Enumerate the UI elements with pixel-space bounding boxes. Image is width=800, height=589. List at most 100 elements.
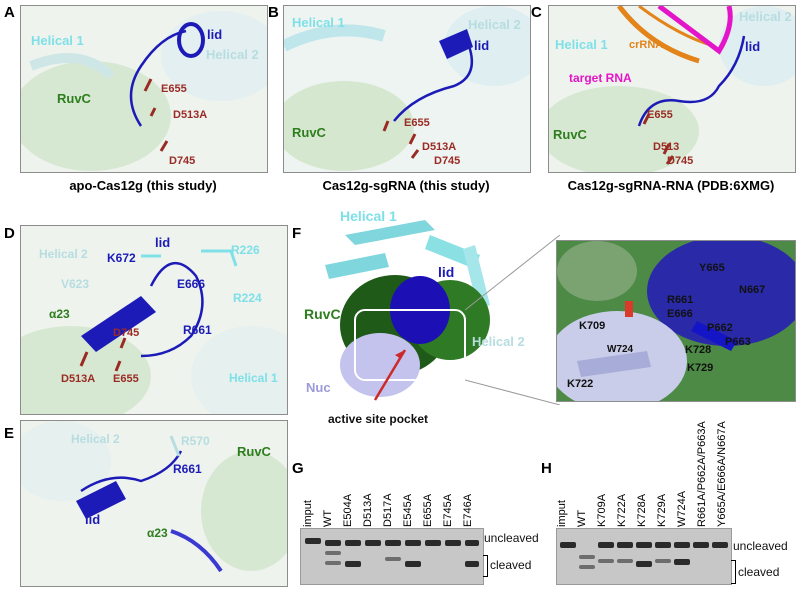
d745-label: D745 — [667, 155, 694, 167]
panel-letter-h: H — [541, 460, 552, 477]
d513a-label: D513A — [61, 373, 96, 385]
gel-band — [617, 559, 633, 563]
helical1-label: Helical 1 — [340, 208, 397, 224]
helical1-label: Helical 1 — [31, 33, 84, 48]
lane-label: E655A — [422, 493, 434, 527]
gel-band — [579, 565, 595, 569]
lane-label: W724A — [676, 490, 688, 527]
panel-b-structure: Helical 1 Helical 2 lid RuvC E655 D513A … — [283, 5, 531, 173]
k709-label: K709 — [579, 320, 606, 332]
gel-band — [445, 540, 461, 546]
k722-label: K722 — [567, 378, 594, 390]
gel-band — [325, 551, 341, 555]
helical2-label: Helical 2 — [472, 334, 525, 349]
d745-label: D745 — [113, 327, 140, 339]
panel-c-structure: crRNA Helical 1 Helical 2 lid target RNA… — [548, 5, 796, 173]
gel-band — [693, 542, 709, 548]
d513-label: D513 — [653, 141, 680, 153]
helical2-label: Helical 2 — [39, 247, 88, 261]
panel-letter-c: C — [531, 4, 542, 21]
r661-label: R661 — [173, 462, 202, 476]
gel-band — [617, 542, 633, 548]
helical2-label: Helical 2 — [71, 432, 120, 446]
gel-band — [655, 542, 671, 548]
gel-band — [325, 540, 341, 546]
ruvc-label: RuvC — [292, 125, 326, 140]
gel-band — [425, 540, 441, 546]
y665-label: Y665 — [699, 262, 725, 274]
panel-f-overview: Helical 1 lid RuvC Helical 2 Nuc active … — [300, 205, 545, 450]
n667-label: N667 — [739, 284, 766, 296]
gel-band — [385, 540, 401, 546]
gel-band — [345, 561, 361, 567]
lane-label: imput — [302, 500, 314, 527]
panel-c-ribbon — [549, 6, 795, 172]
p662-label: P662 — [707, 322, 733, 334]
gel-h — [556, 528, 732, 585]
r226-label: R226 — [231, 243, 260, 257]
panel-f-zoom: Y665 R661 N667 E666 P662 K709 P663 W724 … — [556, 240, 796, 402]
active-site-label: active site pocket — [328, 412, 429, 426]
gel-band — [405, 561, 421, 567]
d513a-label: D513A — [422, 141, 457, 153]
gel-band — [712, 542, 728, 548]
gel-band — [345, 540, 361, 546]
a23-label: α23 — [49, 307, 70, 321]
gel-band — [674, 559, 690, 565]
panel-d-structure: Helical 2 lid K672 R226 V623 E666 R224 α… — [20, 225, 288, 415]
lane-label: Y665A/E666A/N667A — [716, 421, 728, 527]
lane-label: K728A — [636, 493, 648, 527]
gel-band — [465, 540, 479, 546]
panel-letter-b: B — [268, 4, 279, 21]
r661-label: R661 — [183, 323, 212, 337]
lane-label: E545A — [402, 493, 414, 527]
lid-label: lid — [155, 235, 171, 250]
r224-label: R224 — [233, 291, 262, 305]
target-rna-label: target RNA — [569, 71, 632, 85]
ruvc-label: RuvC — [57, 91, 91, 106]
gel-band — [655, 559, 671, 563]
panel-f-surface — [325, 220, 490, 401]
crrna-label: crRNA — [629, 39, 664, 51]
gel-g-cleaved-bracket — [483, 555, 488, 577]
panel-b-ribbon — [284, 6, 530, 171]
r661-label: R661 — [667, 294, 694, 306]
gel-band — [636, 542, 652, 548]
d513a-label: D513A — [173, 109, 208, 121]
gel-band — [385, 557, 401, 561]
e655-label: E655 — [647, 109, 673, 121]
w724-label: W724 — [607, 344, 634, 355]
gel-g-cleaved-label: cleaved — [490, 558, 532, 572]
gel-band — [598, 542, 614, 548]
gel-band — [405, 540, 421, 546]
e655-label: E655 — [161, 83, 187, 95]
gel-band — [560, 542, 576, 548]
helical2-label: Helical 2 — [206, 47, 259, 62]
gel-band — [579, 555, 595, 559]
d745-label: D745 — [169, 155, 196, 167]
e666-label: E666 — [667, 308, 693, 320]
lane-label: WT — [576, 509, 588, 527]
lane-label: D517A — [382, 493, 394, 527]
helical1-label: Helical 1 — [229, 371, 278, 385]
lane-label: K729A — [656, 493, 668, 527]
panel-letter-e: E — [4, 425, 15, 442]
lane-label: R661A/P662A/P663A — [696, 421, 708, 527]
gel-g — [300, 528, 484, 585]
panel-a-structure: Helical 1 Helical 2 lid RuvC E655 D513A … — [20, 5, 268, 173]
v623-label: V623 — [61, 277, 90, 291]
nuc-label: Nuc — [306, 380, 331, 395]
k728-label: K728 — [685, 344, 712, 356]
lane-label: D513A — [362, 493, 374, 527]
e655-label: E655 — [113, 373, 139, 385]
panel-d-ribbon — [21, 249, 287, 414]
panel-letter-f: F — [292, 225, 302, 242]
panel-letter-d: D — [4, 225, 15, 242]
helical2-label: Helical 2 — [739, 9, 792, 24]
gel-band — [674, 542, 690, 548]
lane-label: E504A — [342, 493, 354, 527]
panel-letter-g: G — [292, 460, 304, 477]
panel-c-caption: Cas12g-sgRNA-RNA (PDB:6XMG) — [567, 178, 775, 193]
panel-letter-a: A — [4, 4, 15, 21]
zoom-connector — [465, 235, 560, 405]
